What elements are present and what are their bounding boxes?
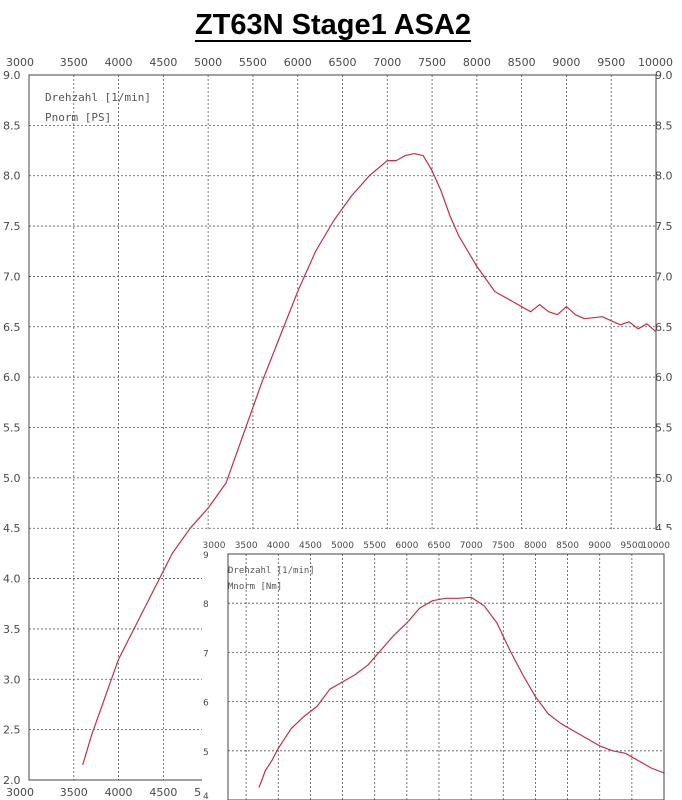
power-y-tick-left-6.0: 6.0 [3, 371, 21, 384]
power-x-tick-top-4000: 4000 [105, 56, 133, 69]
power-y-tick-right-7.5: 7.5 [655, 220, 673, 233]
power-series-line-0 [82, 153, 657, 766]
torque-x-tick-9000: 9000 [588, 541, 611, 551]
power-chart-y-ticks-right: 4.55.05.56.06.57.07.58.08.59.0 [655, 69, 673, 535]
power-y-tick-right-9.0: 9.0 [655, 69, 673, 82]
power-x-tick-bottom-4500: 4500 [149, 786, 177, 799]
power-x-tick-top-5500: 5500 [239, 56, 267, 69]
power-y-tick-left-3.5: 3.5 [3, 623, 21, 636]
torque-y-tick-9: 9 [203, 551, 209, 561]
power-y-tick-left-8.0: 8.0 [3, 170, 21, 183]
torque-y-tick-7: 7 [203, 649, 209, 659]
power-y-tick-right-5.5: 5.5 [655, 422, 673, 435]
power-x-tick-top-5000: 5000 [194, 56, 222, 69]
torque-chart: 3000 3500 4000 4500 5000 5500 6000 6500 7000 7500… [202, 530, 682, 800]
power-y-tick-right-8.0: 8.0 [655, 170, 673, 183]
torque-x-tick-8500: 8500 [556, 541, 579, 551]
power-y-tick-left-5.0: 5.0 [3, 472, 21, 485]
power-x-tick-top-9500: 9500 [597, 56, 625, 69]
torque-x-tick-4500: 4500 [299, 541, 322, 551]
power-chart-legend-rpm: Drehzahl [1/min] [45, 91, 151, 104]
torque-x-tick-3500: 3500 [235, 541, 258, 551]
torque-x-tick-5000: 5000 [331, 541, 354, 551]
torque-x-tick-8000: 8000 [524, 541, 547, 551]
power-y-tick-right-6.0: 6.0 [655, 371, 673, 384]
torque-chart-legend-mnorm: Mnorm [Nm] [228, 582, 282, 592]
torque-chart-x-ticks: 3000 3500 4000 4500 5000 5500 6000 6500 7000 7500… [203, 541, 671, 551]
torque-chart-frame [227, 553, 665, 800]
torque-y-tick-5: 5 [203, 748, 209, 758]
power-chart-series [82, 153, 657, 766]
power-x-tick-top-8000: 8000 [463, 56, 491, 69]
power-chart-legend-pnorm: Pnorm [PS] [45, 111, 111, 124]
power-y-tick-left-8.5: 8.5 [3, 119, 21, 132]
torque-series-line-0 [258, 596, 665, 788]
power-x-tick-top-9000: 9000 [552, 56, 580, 69]
power-x-tick-top-8500: 8500 [508, 56, 536, 69]
power-x-tick-bottom-3000: 3000 [6, 786, 34, 799]
torque-x-tick-6000: 6000 [395, 541, 418, 551]
torque-chart-legend-rpm: Drehzahl [1/min] [228, 566, 315, 576]
power-y-tick-right-7.0: 7.0 [655, 270, 673, 283]
torque-x-tick-10000: 10000 [641, 541, 670, 551]
power-y-tick-left-2.0: 2.0 [3, 774, 21, 787]
torque-x-tick-5500: 5500 [363, 541, 386, 551]
torque-x-tick-7500: 7500 [492, 541, 515, 551]
power-y-tick-right-5.0: 5.0 [655, 472, 673, 485]
power-x-tick-top-4500: 4500 [149, 56, 177, 69]
power-x-tick-top-3000: 3000 [6, 56, 34, 69]
power-y-tick-right-8.5: 8.5 [655, 119, 673, 132]
power-y-tick-left-9.0: 9.0 [3, 69, 21, 82]
torque-x-tick-4000: 4000 [267, 541, 290, 551]
torque-x-tick-7000: 7000 [460, 541, 483, 551]
power-chart-x-ticks-top: 3000 3500 4000 4500 5000 5500 6000 6500 7000 7500… [6, 56, 673, 69]
power-x-tick-bottom-4000: 4000 [105, 786, 133, 799]
torque-y-tick-6: 6 [203, 699, 209, 709]
power-x-tick-top-7500: 7500 [418, 56, 446, 69]
power-y-tick-left-5.5: 5.5 [3, 422, 21, 435]
power-y-tick-left-4.5: 4.5 [3, 522, 21, 535]
power-y-tick-left-7.0: 7.0 [3, 270, 21, 283]
power-y-tick-left-7.5: 7.5 [3, 220, 21, 233]
power-y-tick-left-6.5: 6.5 [3, 321, 21, 334]
power-y-tick-left-2.5: 2.5 [3, 724, 21, 737]
page-title: ZT63N Stage1 ASA2 [195, 9, 471, 41]
power-x-tick-top-6000: 6000 [284, 56, 312, 69]
power-x-tick-top-7000: 7000 [373, 56, 401, 69]
torque-y-tick-8: 8 [203, 600, 209, 610]
torque-x-tick-6500: 6500 [428, 541, 451, 551]
torque-y-tick-4: 4 [203, 792, 209, 800]
torque-x-tick-9500: 9500 [620, 541, 643, 551]
power-x-tick-top-10000: 10000 [638, 56, 673, 69]
power-y-tick-right-6.5: 6.5 [655, 321, 673, 334]
power-chart-y-ticks-left: 2.0 2.5 3.0 3.5 4.0 4.5 5.0 5.5 6.0 6.5 7.0 7.5 8.0 8… [3, 69, 21, 787]
power-y-tick-left-4.0: 4.0 [3, 573, 21, 586]
torque-x-tick-3000: 3000 [203, 541, 226, 551]
torque-chart-grid [228, 553, 665, 800]
power-x-tick-top-6500: 6500 [329, 56, 357, 69]
torque-chart-series [258, 596, 665, 788]
power-y-tick-left-3.0: 3.0 [3, 673, 21, 686]
torque-chart-y-ticks: 4 5 6 7 8 9 [203, 551, 209, 800]
power-x-tick-top-3500: 3500 [60, 56, 88, 69]
power-x-tick-bottom-3500: 3500 [60, 786, 88, 799]
torque-chart-background [202, 530, 682, 800]
